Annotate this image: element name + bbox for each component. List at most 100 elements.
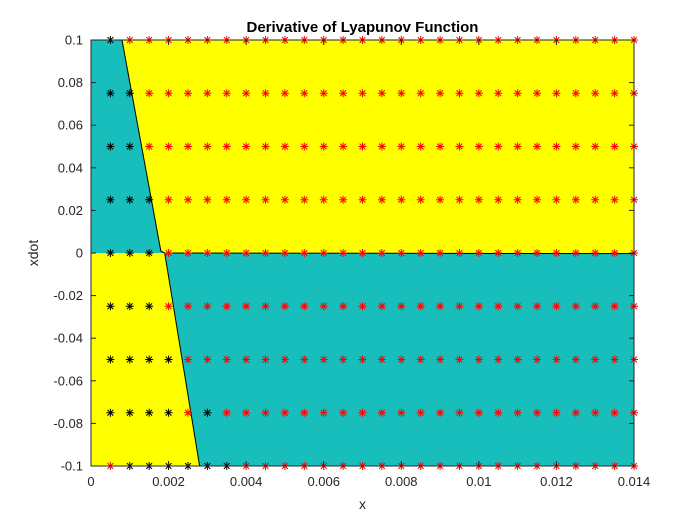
marker-point-red — [513, 89, 522, 98]
marker-point-red — [513, 195, 522, 204]
x-tick-label: 0.014 — [618, 474, 651, 489]
marker-point-red — [261, 195, 270, 204]
marker-point-red — [436, 302, 445, 311]
marker-point-red — [416, 89, 425, 98]
marker-point-red — [164, 249, 173, 257]
marker-point-red — [494, 249, 503, 257]
marker-point-red — [222, 408, 231, 417]
marker-point-red — [377, 302, 386, 311]
y-tick-label: -0.02 — [53, 288, 83, 303]
marker-point-red — [455, 195, 464, 204]
x-axis: 0 0.002 0.004 0.006 0.008 0.01 0.012 0.014 — [87, 40, 650, 489]
marker-point-red — [339, 408, 348, 417]
marker-point-red — [397, 142, 406, 151]
marker-point-red — [416, 302, 425, 311]
marker-point-red — [397, 249, 406, 257]
marker-point-red — [183, 408, 192, 417]
marker-point-black — [145, 249, 154, 257]
marker-point-red — [494, 302, 503, 311]
marker-point-red — [339, 195, 348, 204]
marker-point-red — [222, 89, 231, 98]
marker-point-red — [183, 195, 192, 204]
marker-point-red — [280, 355, 289, 364]
marker-point-red — [358, 142, 367, 151]
marker-point-red — [610, 408, 619, 417]
marker-point-red — [319, 249, 328, 257]
marker-point-red — [552, 195, 561, 204]
marker-point-red — [513, 249, 522, 257]
marker-point-red — [610, 195, 619, 204]
marker-point-red — [261, 408, 270, 417]
marker-point-red — [164, 302, 173, 311]
marker-point-red — [533, 195, 542, 204]
marker-point-red — [474, 195, 483, 204]
marker-point-red — [242, 302, 251, 311]
marker-point-black — [145, 355, 154, 364]
x-tick-label: 0.01 — [466, 474, 491, 489]
y-tick-label: 0.08 — [58, 75, 83, 90]
marker-point-red — [377, 408, 386, 417]
marker-point-red — [474, 355, 483, 364]
marker-point-black — [203, 408, 212, 417]
marker-point-red — [300, 142, 309, 151]
marker-point-red — [242, 195, 251, 204]
marker-point-red — [436, 249, 445, 257]
marker-point-red — [455, 355, 464, 364]
marker-point-red — [552, 302, 561, 311]
marker-point-red — [164, 89, 173, 98]
marker-point-red — [474, 89, 483, 98]
marker-point-red — [280, 249, 289, 257]
marker-point-red — [358, 195, 367, 204]
marker-point-red — [242, 408, 251, 417]
marker-point-red — [145, 142, 154, 151]
marker-point-red — [339, 89, 348, 98]
marker-point-red — [571, 195, 580, 204]
marker-point-red — [242, 355, 251, 364]
marker-point-red — [358, 355, 367, 364]
marker-point-red — [591, 142, 600, 151]
marker-point-red — [416, 249, 425, 257]
marker-point-red — [242, 89, 251, 98]
marker-point-red — [183, 355, 192, 364]
marker-point-red — [339, 249, 348, 257]
marker-point-red — [474, 302, 483, 311]
y-axis: -0.1 -0.08 -0.06 -0.04 -0.02 0 0.02 0.04 0.06 0.0… — [53, 33, 634, 474]
marker-point-red — [300, 195, 309, 204]
marker-point-red — [436, 408, 445, 417]
y-tick-label: 0.1 — [65, 33, 83, 48]
marker-point-red — [358, 408, 367, 417]
marker-point-red — [397, 195, 406, 204]
marker-point-red — [222, 249, 231, 257]
marker-point-red — [533, 408, 542, 417]
marker-point-red — [203, 195, 212, 204]
marker-point-red — [571, 355, 580, 364]
marker-point-red — [280, 302, 289, 311]
marker-point-red — [552, 142, 561, 151]
y-tick-label: -0.08 — [53, 416, 83, 431]
marker-point-red — [571, 142, 580, 151]
marker-point-red — [300, 302, 309, 311]
marker-point-red — [474, 142, 483, 151]
x-tick-label: 0.002 — [152, 474, 185, 489]
marker-point-red — [513, 142, 522, 151]
marker-point-red — [610, 355, 619, 364]
marker-point-red — [222, 195, 231, 204]
marker-point-red — [377, 89, 386, 98]
marker-point-red — [610, 142, 619, 151]
marker-point-red — [571, 249, 580, 257]
x-tick-label: 0.006 — [307, 474, 340, 489]
marker-point-red — [533, 89, 542, 98]
marker-point-red — [494, 89, 503, 98]
marker-point-red — [203, 249, 212, 257]
chart-title: Derivative of Lyapunov Function — [247, 19, 479, 36]
marker-point-red — [319, 89, 328, 98]
marker-point-red — [377, 142, 386, 151]
y-tick-label: 0 — [76, 246, 83, 261]
marker-point-red — [571, 302, 580, 311]
marker-point-red — [610, 249, 619, 257]
marker-point-black — [106, 142, 115, 151]
marker-point-red — [552, 249, 561, 257]
marker-point-red — [571, 408, 580, 417]
marker-point-black — [125, 302, 134, 311]
marker-point-red — [397, 89, 406, 98]
